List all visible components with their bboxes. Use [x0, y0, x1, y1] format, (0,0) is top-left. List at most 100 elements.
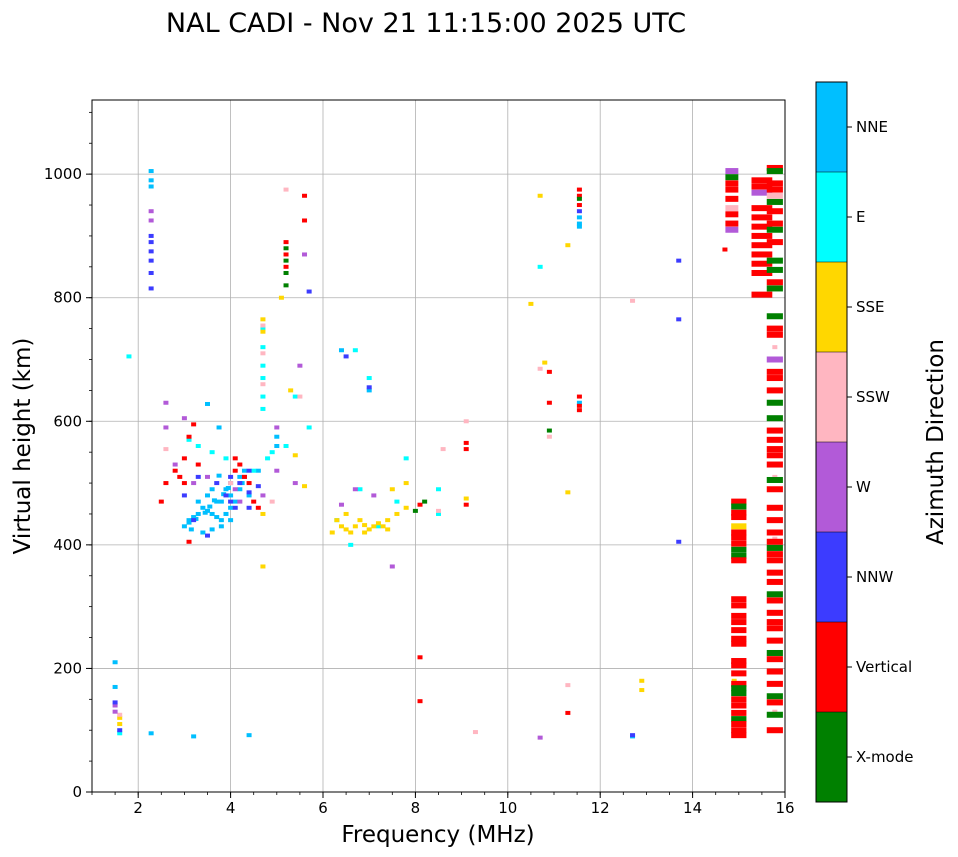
echo-point-e: [352, 348, 358, 353]
echo-point-ssw: [163, 447, 169, 452]
echo-point-nnw: [228, 499, 234, 504]
echo-point-w: [292, 481, 298, 486]
y-tick-label: 0: [72, 783, 82, 801]
echo-point-vertical: [417, 655, 423, 660]
echo-point-vertical: [158, 499, 164, 504]
echo-point-ssw: [630, 298, 636, 303]
echo-point-sse: [302, 484, 308, 489]
x-tick-label: 6: [318, 799, 328, 817]
echo-point-nne: [148, 184, 154, 189]
echo-point-nne: [200, 505, 206, 510]
strip-segment-vertical: [731, 509, 747, 516]
echo-point-nne: [225, 486, 231, 491]
echo-point-ssw: [772, 345, 778, 350]
echo-point-vertical: [576, 408, 582, 413]
echo-point-e: [195, 444, 201, 448]
echo-point-e: [348, 542, 354, 547]
echo-point-nnw: [246, 490, 252, 495]
echo-point-nne: [228, 505, 234, 510]
strip-segment-vertical: [731, 602, 747, 609]
strip-segment-vertical: [766, 208, 783, 215]
echo-point-nnw: [148, 286, 154, 291]
strip-segment-x-mode: [766, 313, 783, 320]
echo-point-e: [260, 326, 266, 331]
echo-point-vertical: [177, 474, 183, 479]
echo-point-nnw: [148, 271, 154, 275]
echo-point-ssw: [260, 323, 266, 328]
echo-point-nne: [228, 518, 234, 523]
echo-point-nne: [216, 473, 222, 478]
strip-segment-vertical: [751, 223, 773, 230]
strip-segment-vertical: [766, 597, 783, 604]
echo-point-ssw: [297, 394, 303, 399]
echo-point-nnw: [148, 233, 154, 238]
echo-point-nne: [148, 731, 154, 736]
echo-point-sse: [371, 524, 377, 529]
strip-segment-vertical: [725, 180, 739, 187]
strip-segment-vertical: [766, 325, 783, 332]
echo-point-nne: [207, 504, 213, 509]
echo-point-vertical: [302, 193, 308, 198]
echo-point-e: [251, 468, 257, 473]
echo-point-e: [283, 444, 289, 448]
echo-point-nnw: [148, 258, 154, 263]
strip-segment-x-mode: [731, 690, 747, 697]
strip-segment-x-mode: [766, 285, 783, 292]
strip-segment-vertical: [766, 368, 783, 375]
strip-segment-vertical: [731, 680, 747, 687]
strip-segment-vertical: [731, 732, 747, 739]
colorbar-segment: [816, 622, 847, 712]
strip-segment-x-mode: [766, 168, 783, 175]
echo-point-nnw: [676, 539, 682, 544]
echo-point-sse: [362, 530, 368, 535]
echo-point-vertical: [565, 710, 571, 715]
echo-point-sse: [385, 518, 391, 523]
echo-point-ssw: [440, 447, 446, 452]
echo-point-nne: [255, 468, 261, 473]
echo-point-nnw: [223, 493, 229, 498]
echo-point-vertical: [283, 240, 289, 245]
strip-segment-vertical: [731, 635, 747, 642]
echo-point-ssw: [260, 382, 266, 387]
strip-segment-vertical: [725, 186, 739, 193]
strip-segment-x-mode: [731, 716, 747, 723]
strip-segment-vertical: [766, 619, 783, 626]
colorbar-tick-label: X-mode: [856, 748, 913, 766]
echo-point-nne: [188, 527, 194, 532]
strip-segment-vertical: [731, 596, 747, 603]
echo-point-w: [389, 564, 395, 569]
echo-point-vertical: [237, 462, 243, 467]
strip-segment-vertical: [725, 220, 739, 227]
echo-point-e: [260, 376, 266, 381]
echo-point-vertical: [251, 499, 257, 504]
strip-segment-x-mode: [766, 266, 783, 273]
colorbar-segment: [816, 712, 847, 802]
echo-point-e: [260, 363, 266, 368]
echo-point-nne: [274, 434, 280, 439]
strip-segment-vertical: [766, 699, 783, 706]
echo-point-nne: [181, 524, 187, 529]
echo-point-e: [269, 450, 275, 455]
colorbar-segment: [816, 532, 847, 622]
echo-point-e: [126, 354, 132, 359]
echo-point-nnw: [306, 289, 312, 294]
colorbar-segment: [816, 352, 847, 442]
strip-segment-vertical: [766, 538, 783, 545]
echo-point-nne: [209, 511, 215, 516]
echo-point-w: [232, 487, 238, 492]
echo-point-ssw: [537, 366, 543, 371]
echo-point-sse: [292, 453, 298, 458]
strip-segment-vertical: [731, 727, 747, 734]
strip-segment-vertical: [766, 375, 783, 382]
colorbar-frame: [815, 81, 848, 803]
colorbar-segment: [816, 442, 847, 532]
echo-point-e: [375, 524, 381, 529]
strip-segment-w: [766, 356, 783, 363]
echo-point-w: [163, 400, 169, 405]
strip-segment-vertical: [766, 727, 783, 734]
echo-point-sse: [565, 243, 571, 248]
echo-point-nne: [209, 527, 215, 532]
strip-segment-vertical: [751, 214, 773, 221]
x-tick-label: 10: [498, 799, 517, 817]
